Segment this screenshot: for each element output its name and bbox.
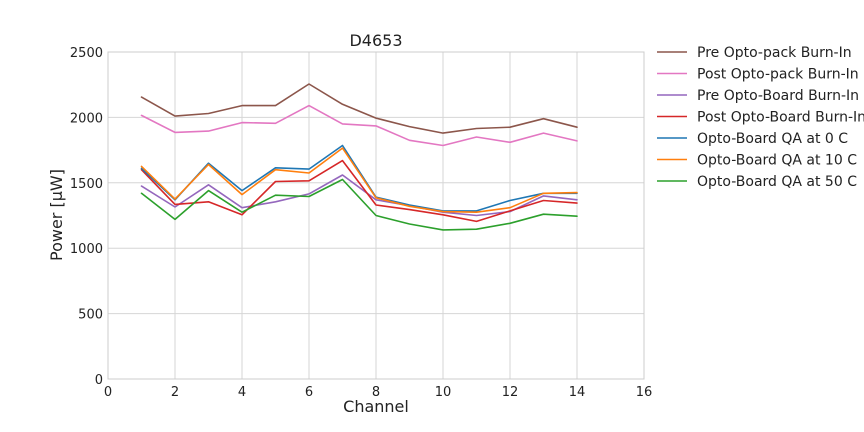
x-tick-label: 0 [104,385,112,400]
y-tick-label: 1000 [70,242,103,257]
series-line-3 [140,174,578,217]
x-tick-label: 6 [305,385,313,400]
legend-label: Post Opto-Board Burn-In [697,110,864,126]
series-line-6 [140,147,578,213]
x-tick-label: 12 [502,385,519,400]
legend-label: Post Opto-pack Burn-In [697,67,859,83]
legend-label: Pre Opto-Board Burn-In [697,88,859,104]
y-tick-label: 2000 [70,111,103,126]
legend: Pre Opto-pack Burn-In Post Opto-pack Burn… [657,45,864,190]
tick-labels: 0 2 4 6 8 10 12 14 16 0 500 1000 1500 2000 2500 [70,46,652,400]
x-tick-label: 14 [569,385,586,400]
series-line-1 [140,83,578,134]
x-tick-label: 2 [171,385,179,400]
chart-title: D4653 [349,31,402,50]
y-axis-title: Power [μW] [47,169,66,261]
x-tick-label: 4 [238,385,246,400]
y-tick-label: 0 [95,373,103,388]
plot-border [107,51,645,380]
plot-frame [107,51,645,380]
legend-label: Pre Opto-pack Burn-In [697,45,852,61]
series-line-2 [140,104,578,147]
x-axis-title: Channel [343,397,409,416]
y-tick-label: 500 [78,308,103,323]
legend-label: Opto-Board QA at 0 C [697,131,848,147]
y-tick-label: 2500 [70,46,103,61]
series-line-7 [140,178,578,231]
x-tick-label: 16 [636,385,653,400]
x-tick-label: 10 [435,385,452,400]
y-tick-label: 1500 [70,177,103,192]
x-tick-label: 8 [372,385,380,400]
legend-label: Opto-Board QA at 10 C [697,153,857,169]
series-line-4 [140,159,578,223]
series-line-5 [140,144,578,212]
series-lines [140,83,578,231]
legend-label: Opto-Board QA at 50 C [697,174,857,190]
